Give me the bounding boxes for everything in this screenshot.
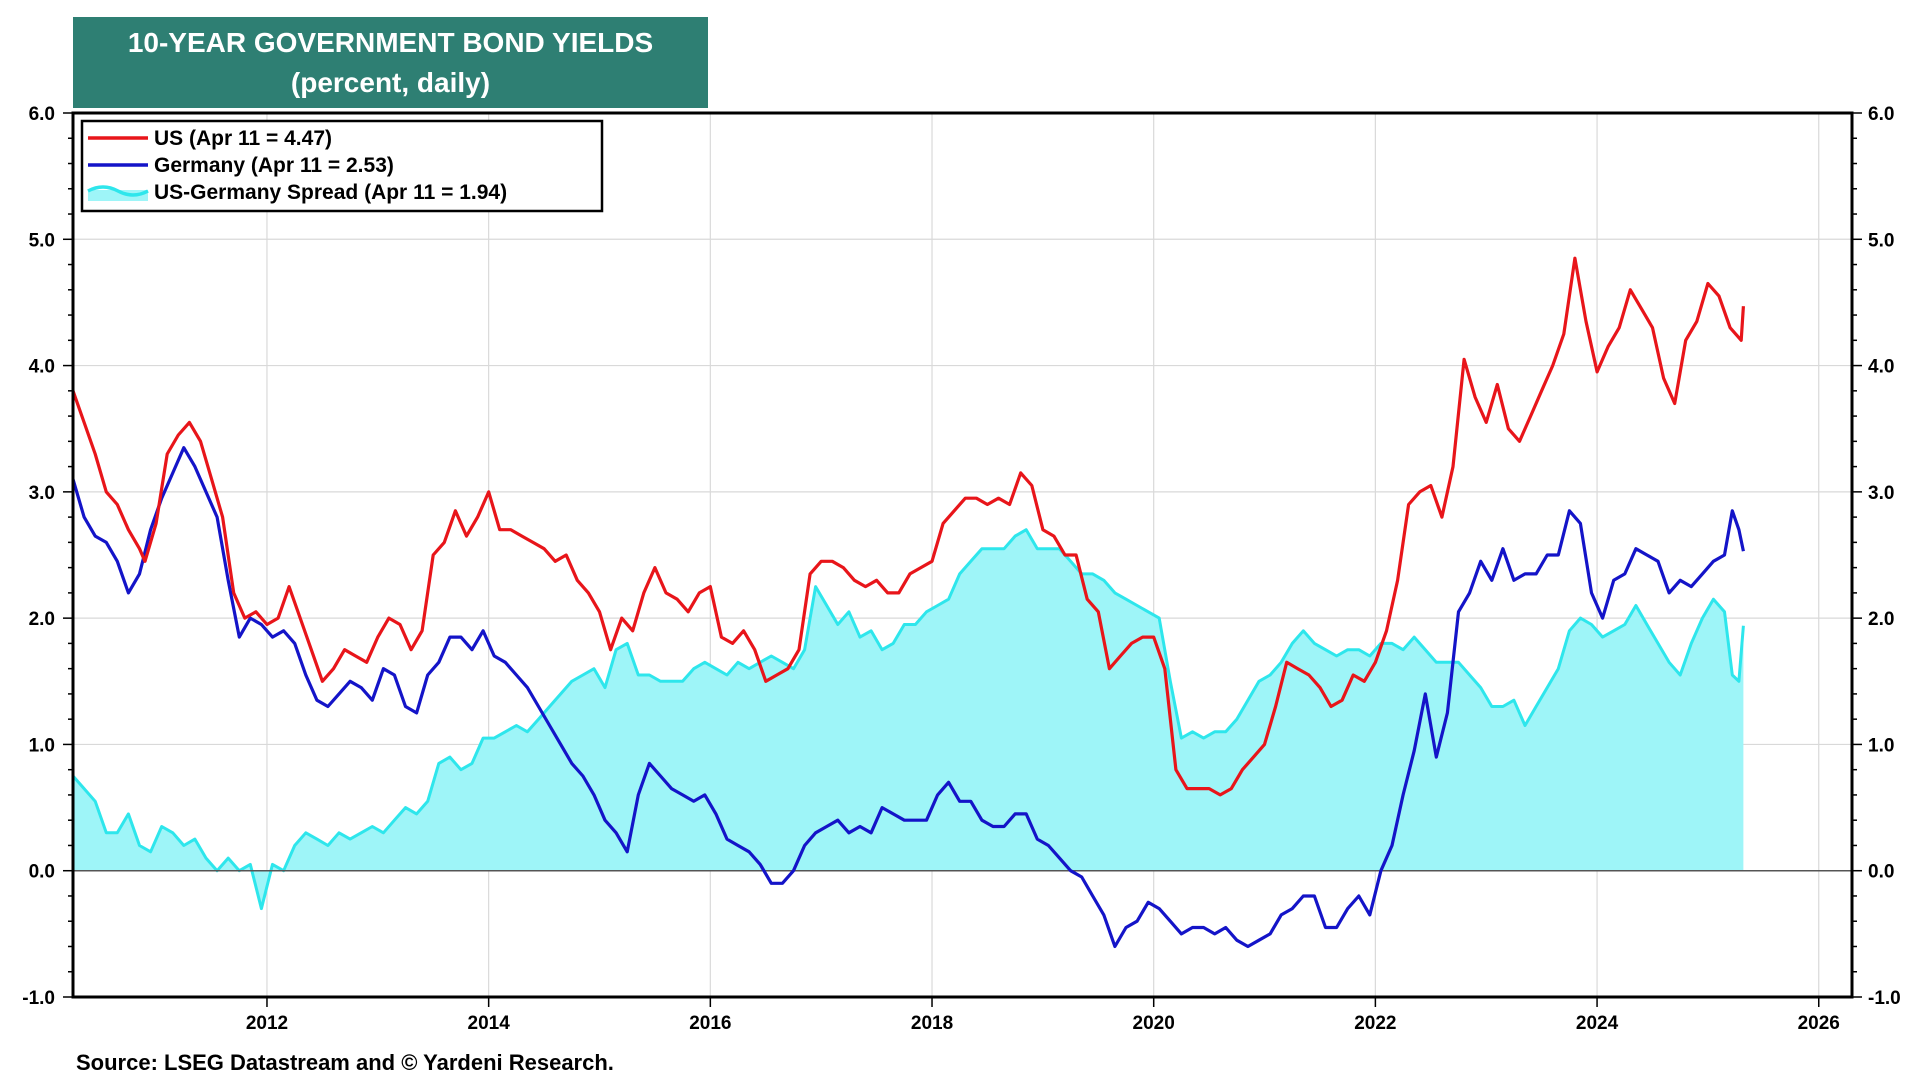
spread-line [71, 528, 1745, 911]
chart-title: 10-YEAR GOVERNMENT BOND YIELDS [127, 27, 654, 58]
legend-box [80, 119, 604, 213]
axis-layer [63, 111, 1862, 1007]
y-tick-label-left: 2.0 [29, 609, 55, 630]
y-tick-label-right: 4.0 [1868, 357, 1894, 378]
y-tick-label-right: 5.0 [1868, 230, 1894, 251]
y-tick-label-right: 6.0 [1868, 104, 1894, 125]
x-tick-label: 2018 [911, 1013, 953, 1034]
x-tick-label: 2016 [689, 1013, 731, 1034]
tick-label-layer: -1.0 -1.0 0.0 0.0 1.0 1.0 2.0 2.0 3.0 3.0 4.0 4.0 5.… [22, 104, 1901, 1034]
y-tick-label-right: 3.0 [1868, 483, 1894, 504]
y-tick-label-right: 1.0 [1868, 735, 1894, 756]
legend-entry-us: US (Apr 11 = 4.47) [88, 127, 332, 150]
x-tick-label: 2012 [246, 1013, 288, 1034]
y-tick-label-left: -1.0 [22, 988, 55, 1009]
chart-title-box: 10-YEAR GOVERNMENT BOND YIELDS (percent,… [73, 17, 708, 108]
y-tick-label-right: 2.0 [1868, 609, 1894, 630]
us-line [71, 256, 1745, 797]
x-tick-label: 2014 [468, 1013, 511, 1034]
legend-label: Germany (Apr 11 = 2.53) [154, 154, 394, 177]
legend-entry-spread: US-Germany Spread (Apr 11 = 1.94) [87, 181, 507, 204]
legend-swatch-line [87, 185, 149, 197]
legend-swatch-area [88, 190, 148, 201]
chart-subtitle: (percent, daily) [290, 67, 491, 98]
y-tick-label-right: -1.0 [1868, 988, 1901, 1009]
y-tick-label-left: 0.0 [29, 862, 55, 883]
x-tick-label: 2024 [1576, 1013, 1619, 1034]
y-tick-label-right: 0.0 [1868, 862, 1894, 883]
plot-frame [71, 111, 1854, 999]
x-tick-label: 2026 [1798, 1013, 1840, 1034]
series-lines-layer [71, 256, 1745, 949]
legend-label: US-Germany Spread (Apr 11 = 1.94) [154, 181, 507, 204]
legend-label: US (Apr 11 = 4.47) [154, 127, 332, 150]
source-note: Source: LSEG Datastream and © Yardeni Re… [76, 1050, 614, 1075]
x-tick-label: 2020 [1133, 1013, 1175, 1034]
y-tick-label-left: 1.0 [29, 735, 55, 756]
legend: US (Apr 11 = 4.47) Germany (Apr 11 = 2.53… [80, 119, 604, 213]
y-tick-label-left: 4.0 [29, 357, 55, 378]
spread-area [73, 529, 1744, 909]
germany-line [71, 446, 1745, 949]
y-tick-label-left: 3.0 [29, 483, 55, 504]
x-tick-label: 2022 [1354, 1013, 1396, 1034]
y-tick-label-left: 6.0 [29, 104, 55, 125]
y-tick-label-left: 5.0 [29, 230, 55, 251]
legend-entry-germany: Germany (Apr 11 = 2.53) [88, 154, 394, 177]
grid-layer [73, 113, 1852, 997]
spread-layer [71, 528, 1745, 911]
